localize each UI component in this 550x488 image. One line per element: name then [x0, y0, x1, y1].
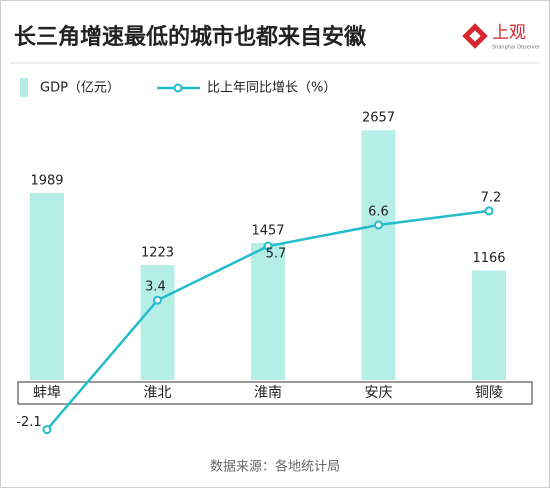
bar-value-label: 1457 [251, 224, 284, 239]
bar [30, 193, 64, 380]
line-marker [374, 220, 383, 230]
line-marker [263, 241, 273, 251]
x-tick-label: 淮北 [144, 385, 172, 401]
line-value-label: -2.1 [16, 415, 41, 430]
category-band [17, 381, 533, 405]
line-value-label: 5.7 [266, 247, 287, 262]
bar [140, 265, 175, 380]
bar [251, 243, 285, 380]
bar [472, 270, 506, 380]
logo-name: 上观 [492, 23, 526, 43]
line-value-label: 3.4 [145, 280, 166, 295]
line-marker [153, 295, 162, 305]
source: 数据来源：各地统计局 [210, 459, 340, 475]
legend-label: GDP（亿元） [40, 81, 120, 96]
bar [361, 130, 396, 380]
legend-label: 比上年同比增长（%） [207, 81, 336, 96]
logo: 上观 Shanghai Observer [462, 23, 541, 51]
x-tick-label: 淮南 [254, 385, 282, 401]
chart-title: 长三角增速最低的城市也都来自安徽 [14, 24, 367, 50]
legend-marker [173, 83, 183, 93]
bar-value-label: 1989 [30, 174, 63, 189]
line-value-label: 6.6 [368, 204, 389, 219]
bar-value-label: 2657 [362, 111, 395, 126]
x-tick-label: 铜陵 [475, 385, 503, 401]
line-value-label: 7.2 [481, 190, 502, 205]
logo-subtitle: Shanghai Observer [492, 45, 541, 51]
x-tick-label: 安庆 [365, 385, 393, 401]
x-tick-label: 蚌埠 [33, 384, 61, 401]
bar-value-label: 1223 [141, 246, 174, 261]
line-marker [42, 425, 52, 435]
bar-value-label: 1166 [472, 251, 505, 266]
legend-swatch [20, 78, 28, 97]
line-marker [484, 206, 494, 216]
